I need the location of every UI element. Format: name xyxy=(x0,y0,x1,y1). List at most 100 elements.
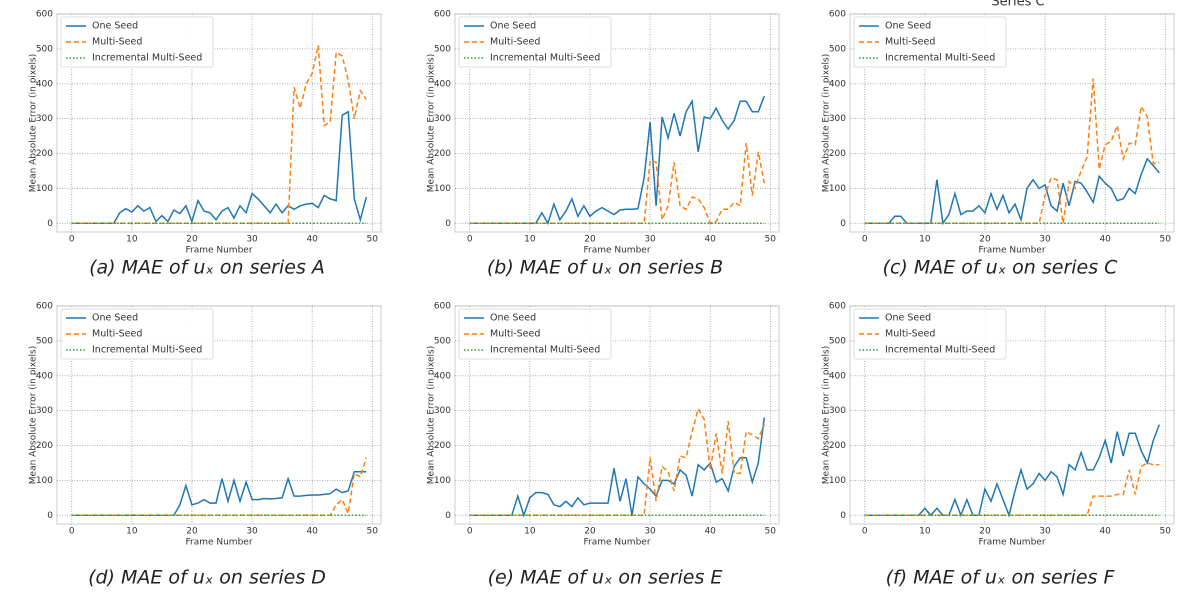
x-tick-label: 20 xyxy=(186,527,198,537)
legend-box xyxy=(853,16,1007,68)
y-tick-label: 500 xyxy=(829,336,846,346)
y-axis-label: Mean Absolute Error (in pixels) xyxy=(427,346,437,484)
x-axis-label: Frame Number xyxy=(583,246,650,256)
legend-label: Incremental Multi-Seed xyxy=(92,53,202,64)
legend-box xyxy=(853,308,1007,360)
x-tick-label: 10 xyxy=(126,527,138,537)
y-tick-label: 200 xyxy=(829,441,846,451)
y-tick-label: 300 xyxy=(434,114,451,124)
y-tick-label: 500 xyxy=(36,44,53,54)
caption: (b) MAE of uₓ on series B xyxy=(487,257,723,279)
y-axis-label: Mean Absolute Error (in pixels) xyxy=(822,346,832,484)
x-axis-label: Frame Number xyxy=(978,538,1045,548)
legend-label: Multi-Seed xyxy=(490,37,540,48)
x-tick-label: 0 xyxy=(467,527,473,537)
legend-label: Incremental Multi-Seed xyxy=(490,53,600,64)
legend-label: Incremental Multi-Seed xyxy=(490,345,600,356)
x-tick-label: 30 xyxy=(644,235,656,245)
x-tick-label: 0 xyxy=(862,235,868,245)
legend-label: One Seed xyxy=(885,21,931,32)
legend-label: One Seed xyxy=(490,313,536,324)
legend-label: One Seed xyxy=(92,313,138,324)
y-tick-label: 100 xyxy=(829,476,846,486)
legend-label: One Seed xyxy=(885,313,931,324)
x-tick-label: 40 xyxy=(306,527,318,537)
y-tick-label: 200 xyxy=(36,441,53,451)
y-tick-label: 600 xyxy=(434,302,451,312)
legend-label: Multi-Seed xyxy=(92,37,142,48)
x-tick-label: 40 xyxy=(1099,527,1111,537)
caption: (a) MAE of uₓ on series A xyxy=(89,257,325,279)
y-tick-label: 0 xyxy=(47,511,53,521)
y-tick-label: 0 xyxy=(445,219,451,229)
x-axis-label: Frame Number xyxy=(583,538,650,548)
x-tick-label: 50 xyxy=(1160,527,1172,537)
series-line xyxy=(71,110,368,225)
y-tick-label: 400 xyxy=(36,79,53,89)
x-tick-label: 50 xyxy=(765,235,777,245)
y-tick-label: 500 xyxy=(434,44,451,54)
x-tick-label: 40 xyxy=(306,235,318,245)
y-tick-label: 600 xyxy=(36,10,53,20)
legend-label: Multi-Seed xyxy=(885,37,935,48)
y-tick-label: 300 xyxy=(829,406,846,416)
legend-box xyxy=(60,308,214,360)
x-tick-label: 30 xyxy=(246,527,258,537)
y-tick-label: 100 xyxy=(434,184,451,194)
y-tick-label: 300 xyxy=(36,114,53,124)
y-axis-label: Mean Absolute Error (in pixels) xyxy=(427,54,437,192)
x-tick-label: 40 xyxy=(704,235,716,245)
y-tick-label: 100 xyxy=(36,476,53,486)
x-tick-label: 0 xyxy=(467,235,473,245)
caption: (d) MAE of uₓ on series D xyxy=(88,567,326,589)
legend-label: Multi-Seed xyxy=(490,329,540,340)
subplot: 0 100 200 300 400 500 600 0 10 20 30 40 50 Frame Numb… xyxy=(29,302,382,548)
y-tick-label: 100 xyxy=(434,476,451,486)
x-tick-label: 0 xyxy=(69,235,75,245)
x-tick-label: 20 xyxy=(979,527,991,537)
y-axis-label: Mean Absolute Error (in pixels) xyxy=(822,54,832,192)
legend-label: Incremental Multi-Seed xyxy=(92,345,202,356)
x-tick-label: 50 xyxy=(367,235,379,245)
y-tick-label: 600 xyxy=(36,302,53,312)
y-tick-label: 0 xyxy=(47,219,53,229)
y-tick-label: 400 xyxy=(36,371,53,381)
x-tick-label: 10 xyxy=(919,527,931,537)
caption: (c) MAE of uₓ on series C xyxy=(883,257,1119,279)
x-tick-label: 50 xyxy=(1160,235,1172,245)
y-tick-label: 0 xyxy=(840,219,846,229)
x-tick-label: 10 xyxy=(126,235,138,245)
legend-label: One Seed xyxy=(490,21,536,32)
y-tick-label: 600 xyxy=(829,10,846,20)
x-axis-label: Frame Number xyxy=(978,246,1045,256)
y-tick-label: 500 xyxy=(36,336,53,346)
y-tick-label: 200 xyxy=(829,149,846,159)
y-tick-label: 500 xyxy=(434,336,451,346)
legend-label: Incremental Multi-Seed xyxy=(885,53,995,64)
legend-box xyxy=(458,308,612,360)
y-tick-label: 300 xyxy=(829,114,846,124)
x-tick-label: 40 xyxy=(1099,235,1111,245)
x-tick-label: 50 xyxy=(367,527,379,537)
y-tick-label: 100 xyxy=(829,184,846,194)
overlay-text: Series C xyxy=(991,0,1044,10)
y-tick-label: 200 xyxy=(434,149,451,159)
x-tick-label: 40 xyxy=(704,527,716,537)
y-tick-label: 300 xyxy=(36,406,53,416)
y-tick-label: 600 xyxy=(829,302,846,312)
x-tick-label: 30 xyxy=(644,527,656,537)
x-axis-label: Frame Number xyxy=(185,538,252,548)
x-tick-label: 20 xyxy=(584,235,596,245)
x-tick-label: 20 xyxy=(584,527,596,537)
y-tick-label: 0 xyxy=(840,511,846,521)
y-axis-label: Mean Absolute Error (in pixels) xyxy=(29,54,39,192)
x-tick-label: 30 xyxy=(1039,527,1051,537)
y-tick-label: 200 xyxy=(434,441,451,451)
x-tick-label: 0 xyxy=(862,527,868,537)
x-tick-label: 30 xyxy=(246,235,258,245)
y-tick-label: 400 xyxy=(829,371,846,381)
caption: (f) MAE of uₓ on series F xyxy=(886,567,1116,589)
y-tick-label: 500 xyxy=(829,44,846,54)
x-tick-label: 10 xyxy=(524,235,536,245)
